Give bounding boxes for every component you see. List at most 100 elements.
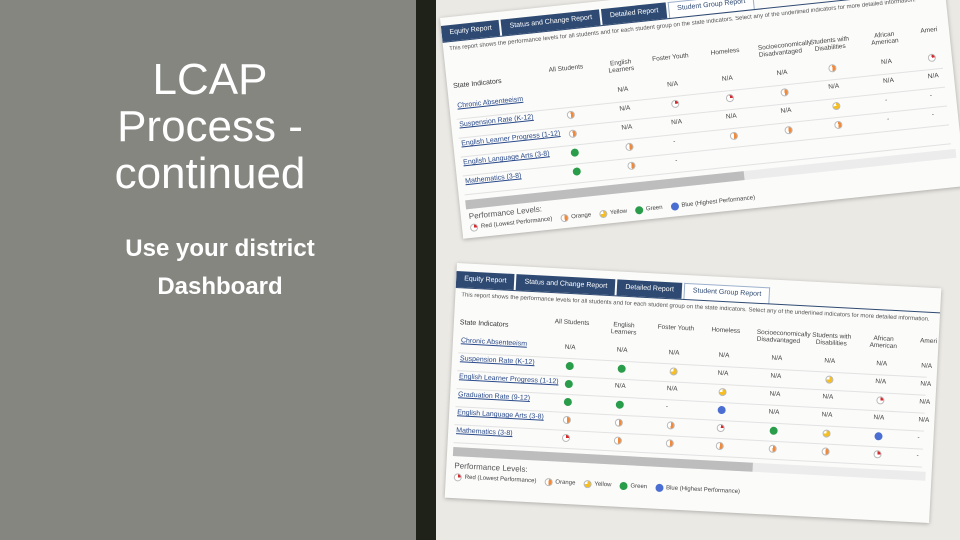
performance-blue-icon	[717, 405, 726, 415]
cell-value: -	[929, 92, 933, 100]
state-indicators-label: State Indicators	[452, 77, 502, 90]
column-header: Foster Youth	[657, 323, 695, 333]
cell-value: N/A	[822, 393, 834, 401]
legend-label: Yellow	[594, 481, 612, 489]
performance-orange-icon	[566, 110, 576, 120]
performance-green-icon	[570, 148, 580, 158]
performance-red-icon	[725, 93, 735, 103]
cell-value: N/A	[918, 416, 930, 424]
cell-value: N/A	[876, 360, 888, 368]
performance-green-icon	[615, 400, 625, 409]
cell-value: -	[884, 96, 888, 104]
legend-label: Green	[645, 204, 663, 213]
column-header: African American	[870, 30, 899, 48]
cell-value: -	[931, 110, 935, 119]
column-header: English Learners	[610, 321, 637, 337]
legend-blue-icon	[654, 483, 664, 493]
cell-value: N/A	[821, 411, 833, 419]
performance-green-icon	[617, 364, 626, 373]
column-header: Students with Disabilities	[812, 331, 852, 348]
legend-label: Red (Lowest Performance)	[464, 474, 537, 485]
performance-orange-icon	[614, 418, 624, 427]
legend-label: Green	[630, 483, 648, 491]
legend-item: Orange	[544, 477, 576, 488]
column-header: Ameri	[920, 26, 938, 35]
cell-value: N/A	[769, 390, 781, 399]
cell-value: -	[886, 115, 890, 123]
legend-item: Orange	[559, 211, 592, 223]
performance-green-icon	[769, 426, 778, 436]
cell-value: N/A	[875, 378, 887, 386]
legend-label: Yellow	[609, 208, 628, 217]
legend-label: Blue (Highest Performance)	[665, 485, 741, 496]
cell-value: N/A	[668, 349, 680, 357]
performance-orange-icon	[568, 129, 578, 139]
performance-yellow-icon	[822, 429, 831, 438]
performance-green-icon	[572, 167, 582, 176]
cell-value: N/A	[717, 369, 729, 378]
indicator-link[interactable]: Suspension Rate (K-12)	[459, 355, 535, 367]
dashboard-screenshot-2: Equity Report Status and Change Report Det…	[444, 263, 942, 524]
performance-red-icon	[873, 450, 882, 459]
performance-yellow-icon	[825, 375, 834, 384]
column-header: Homeless	[710, 46, 740, 57]
performance-orange-icon	[828, 63, 837, 73]
divider-bar	[416, 0, 436, 540]
cell-value: N/A	[621, 123, 633, 132]
performance-green-icon	[565, 361, 574, 371]
cell-value: N/A	[770, 372, 782, 381]
performance-green-icon	[564, 379, 574, 389]
legend-label: Orange	[570, 212, 592, 221]
column-header: Ameri	[919, 337, 938, 346]
performance-orange-icon	[784, 125, 794, 135]
slide-title: LCAP Process - continued	[60, 56, 360, 197]
legend-label: Blue (Highest Performance)	[681, 195, 756, 209]
cell-value: N/A	[880, 58, 893, 67]
title-line: continued	[114, 149, 306, 198]
cell-value: N/A	[780, 106, 792, 115]
indicator-link[interactable]: Graduation Rate (9-12)	[457, 391, 531, 403]
performance-yellow-icon	[831, 101, 841, 111]
performance-red-icon	[876, 396, 885, 405]
indicator-link[interactable]: Chronic Absenteeism	[456, 95, 524, 110]
cell-value: -	[917, 434, 920, 442]
legend-label: Orange	[555, 479, 576, 487]
cell-value: N/A	[920, 380, 932, 388]
cell-value: N/A	[921, 362, 933, 371]
legend-item: Yellow	[598, 208, 628, 219]
cell-value: -	[674, 156, 678, 165]
performance-orange-icon	[627, 161, 636, 171]
cell-value: N/A	[666, 80, 679, 89]
indicator-link[interactable]: Suspension Rate (K-12)	[458, 113, 534, 129]
cell-value: N/A	[670, 118, 683, 127]
legend-green-icon	[634, 205, 644, 215]
cell-value: N/A	[873, 414, 885, 422]
cell-value: -	[672, 138, 676, 146]
indicator-link[interactable]: Chronic Absenteeism	[460, 337, 528, 348]
performance-orange-icon	[715, 441, 724, 451]
performance-orange-icon	[821, 447, 830, 456]
performance-yellow-icon	[669, 367, 678, 376]
cell-value: N/A	[771, 354, 783, 363]
cell-value: -	[916, 452, 919, 460]
performance-orange-icon	[780, 87, 790, 97]
legend-item: Red (Lowest Performance)	[453, 473, 537, 485]
cell-value: N/A	[617, 85, 629, 94]
indicator-link[interactable]: Mathematics (3-8)	[456, 427, 513, 438]
title-line: LCAP	[152, 55, 268, 104]
cell-value: N/A	[919, 398, 931, 406]
column-header: Foster Youth	[651, 52, 689, 64]
column-header: All Students	[548, 63, 584, 74]
cell-value: N/A	[614, 382, 626, 390]
performance-green-icon	[563, 397, 573, 407]
legend-yellow-icon	[598, 209, 608, 219]
cell-value: N/A	[768, 408, 780, 417]
cell-value: N/A	[619, 104, 631, 113]
cell-value: N/A	[725, 112, 738, 121]
legend-item: Blue (Highest Performance)	[670, 194, 755, 211]
state-indicators-label: State Indicators	[459, 319, 509, 329]
legend-red-icon	[469, 223, 479, 232]
performance-orange-icon	[729, 131, 739, 141]
column-header: Homeless	[711, 326, 741, 335]
cell-value: N/A	[564, 343, 576, 352]
